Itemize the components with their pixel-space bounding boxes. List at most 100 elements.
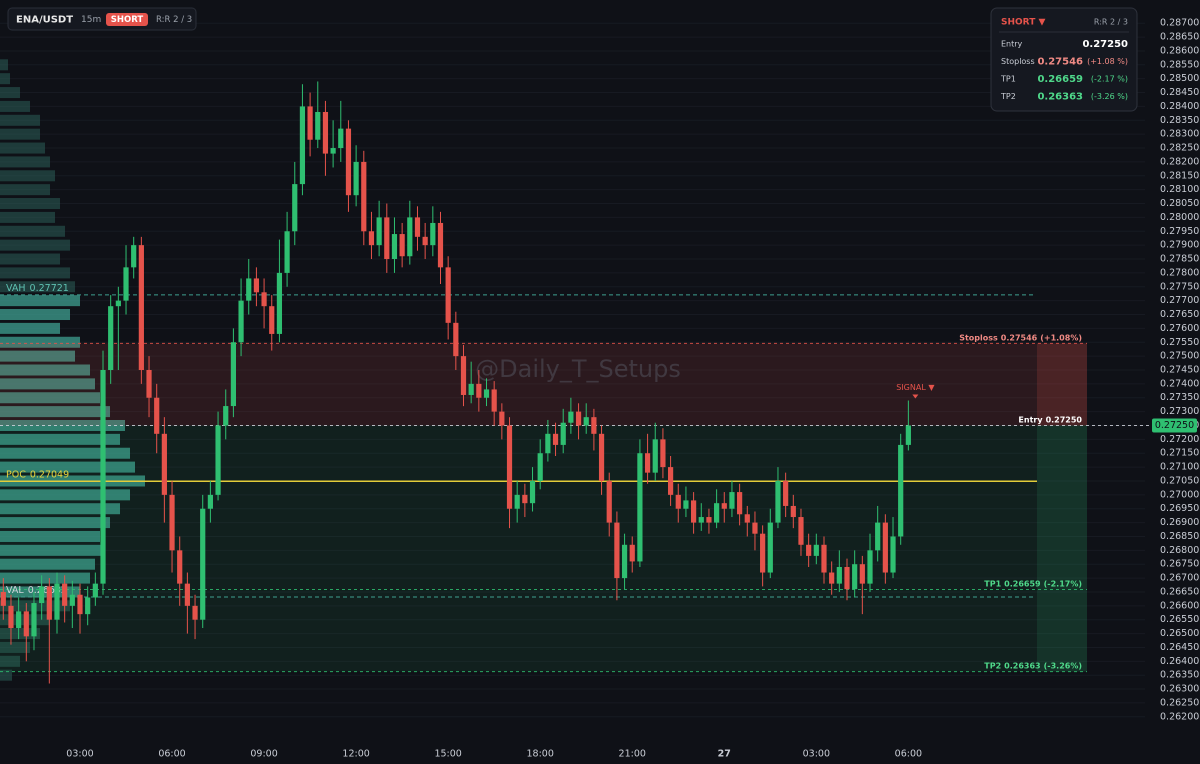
candle-body [16,611,22,629]
candle-body [31,603,37,637]
volume-profile-bar [0,267,70,279]
candle-body [8,605,14,629]
volume-profile-bar [0,544,105,556]
level-name: TP2 [984,661,1001,670]
candle-body [813,544,819,556]
volume-profile-bar [0,669,12,681]
header-box [7,7,197,31]
side: SHORT [111,15,144,25]
level-price: 0.27049 [30,469,69,480]
y-tick-label: 0.28100 [1160,184,1199,195]
watermark: @Daily_T_Setups [475,355,681,383]
candle-body [154,397,160,434]
y-tick-label: 0.28300 [1160,129,1199,140]
candle-body [644,453,651,473]
candle-body [177,550,183,584]
candle-body [575,411,582,426]
candle-body [184,583,190,606]
candle-body [706,517,712,523]
candle-body [261,292,267,307]
candle-body [552,433,559,445]
candle-body [752,522,758,534]
y-tick-label: 0.27950 [1160,226,1199,237]
candle-body [131,245,137,268]
candle-body [598,433,605,481]
candle-body [399,234,405,257]
candle-body [353,161,359,196]
panel-row-price: 0.26659 [1037,74,1083,85]
candle-body [115,300,121,307]
candle-body [123,267,129,301]
candle-body [407,217,413,257]
panel-row-name: TP2 [1000,92,1016,101]
candle-body [844,566,850,590]
candle-body [276,272,283,334]
candle-body [606,480,612,523]
candle-body [875,522,881,551]
front-layer: 0.26200 0.26250 0.26300 0.26350 0.26400 0.264… [0,18,1199,760]
y-tick-label: 0.28650 [1160,32,1199,43]
candle-body [698,517,704,523]
panel-row-price: 0.27250 [1082,39,1128,50]
level-name: Stoploss [959,333,998,342]
candle-body [92,583,98,598]
candle-body [430,222,436,246]
volume-profile-bar [0,100,30,112]
volume-profile-bar [0,378,95,390]
candle-body [890,536,896,573]
side-badge [106,13,148,26]
candle-body [744,514,750,523]
volume-profile-bar [0,392,100,404]
volume-profile-bar [0,156,50,168]
candle-body [867,550,873,584]
candle-body [253,278,260,293]
risk-zone-ext [1037,343,1087,426]
candle-body [483,389,490,398]
candle-body [852,564,858,590]
candle-body [522,494,528,504]
candle-body [545,433,551,454]
candle-body [859,564,865,584]
volume-profile-bar [0,503,120,515]
y-tick-label: 0.26850 [1160,531,1199,542]
panel-row-name: Entry [1001,40,1023,49]
y-tick-label: 0.26900 [1160,517,1199,528]
candle-body [192,605,198,620]
volume-profile-bar [0,322,60,334]
volume-profile-bar [0,530,100,542]
candle-body [299,106,306,185]
candle-body [721,503,727,509]
y-tick-label: 0.28700 [1160,18,1199,29]
volume-profile-bar [0,59,8,71]
candle-body [667,467,674,495]
price-tag-label: 0.27250 [1155,420,1194,431]
x-tick-label: 12:00 [342,749,369,760]
panel-rows: Entry 0.27250 Stoploss (+1.08 %) 0.27546 TP1 (… [1000,39,1128,103]
candle-body [729,492,735,509]
level-price: 0.26363 [1004,661,1040,670]
y-tick-label: 0.28450 [1160,87,1199,98]
candle-body [246,278,252,301]
interval: 15m [81,15,101,25]
rr: R:R 2 / 3 [156,15,192,25]
y-tick-label: 0.27400 [1160,378,1199,389]
volume-profile-bar [0,87,20,99]
candle-body [138,245,144,370]
y-tick-label: 0.26950 [1160,503,1199,514]
candle-body [368,231,375,246]
y-tick-label: 0.27500 [1160,351,1199,362]
volume-profile-bar [0,558,95,570]
y-tick-label: 0.27550 [1160,337,1199,348]
y-tick-label: 0.26250 [1160,697,1199,708]
y-tick-label: 0.27850 [1160,254,1199,265]
candle-body [460,356,467,395]
y-tick-label: 0.27350 [1160,392,1199,403]
volume-profile-bar [0,461,135,473]
level-name: TP1 [984,579,1001,588]
candle-body [583,417,589,426]
candle-body [629,544,635,562]
y-tick-label: 0.27000 [1160,489,1199,500]
candle-body [161,433,167,495]
candle-body [361,161,367,232]
candle-body [767,522,773,573]
